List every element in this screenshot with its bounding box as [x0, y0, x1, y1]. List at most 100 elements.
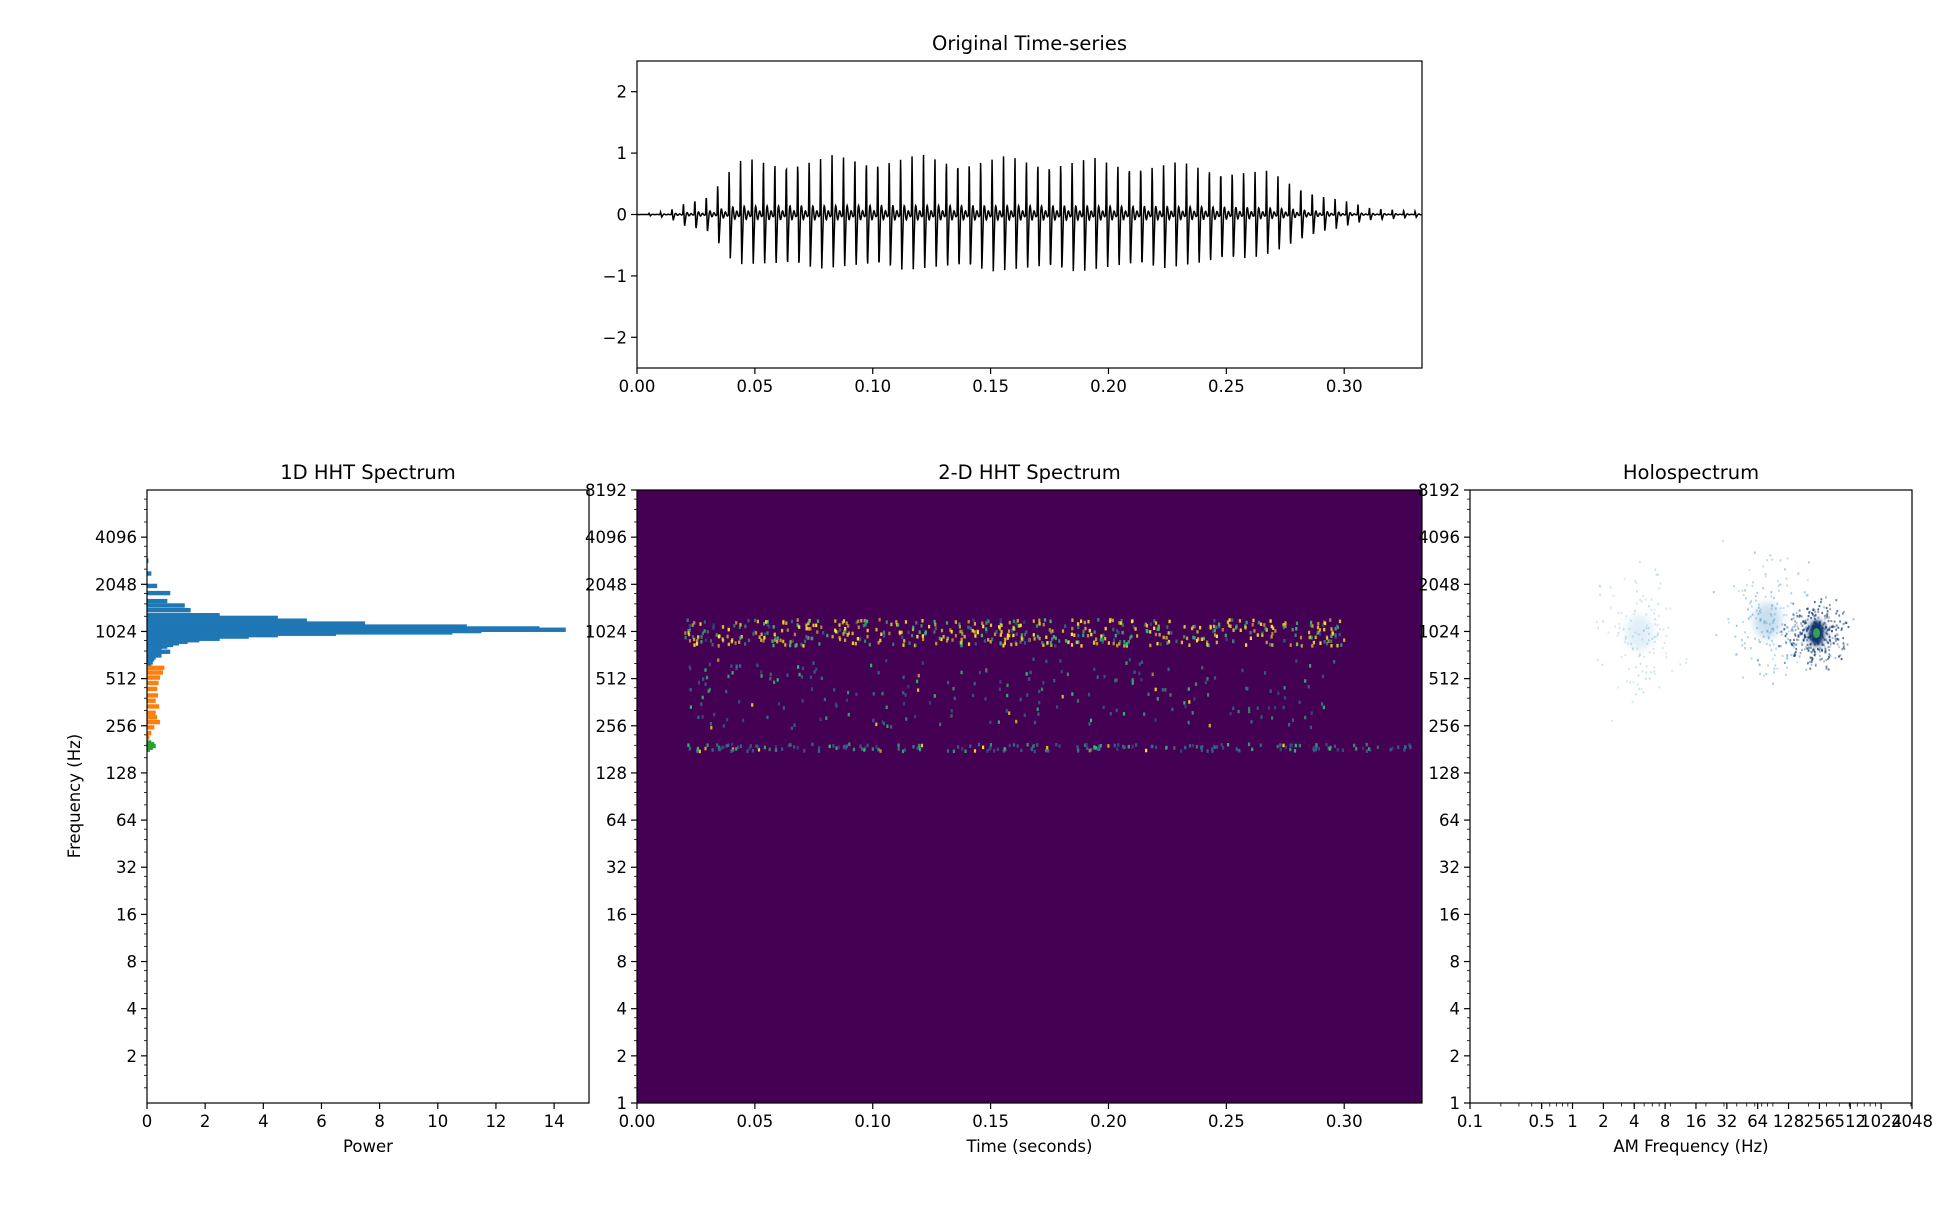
hht2d-cell-band-0: [1274, 629, 1277, 633]
holo-cell-blob-2: [1794, 651, 1797, 654]
holo-cell-blob-2: [1826, 640, 1829, 643]
holo-xlabel: AM Frequency (Hz): [1613, 1137, 1768, 1156]
hht1d-bar-series-0: [147, 618, 307, 623]
hht2d-cell-band-2: [1077, 749, 1080, 753]
hht2d-cell-band-2: [1376, 745, 1379, 749]
hht2d-cell-band-0: [1271, 643, 1274, 647]
hht2d-cell-band-1: [1321, 674, 1324, 678]
holo-cell-blob-0: [1622, 628, 1625, 631]
holo-title: Holospectrum: [1623, 461, 1759, 484]
holo-cell-blob-0: [1612, 594, 1615, 597]
holo-cell-blob-1: [1803, 591, 1806, 594]
hht2d-cell-band-0: [958, 622, 961, 626]
hht2d-cell-band-0: [1012, 619, 1015, 624]
hht2d-cell-band-0: [1310, 620, 1313, 625]
hht2d-cell-band-2: [1200, 745, 1203, 750]
hht2d-cell-band-2: [1145, 748, 1148, 753]
holo-cell-blob-1: [1771, 558, 1774, 561]
hht2d-cell-band-1: [1171, 707, 1174, 712]
hht2d-cell-band-2: [1122, 744, 1125, 749]
holo-cell-blob-1: [1734, 653, 1737, 656]
hht2d-cell-band-0: [934, 622, 937, 627]
hht2d-cell-band-1: [730, 664, 733, 668]
hht2d-cell-band-2: [977, 742, 981, 747]
hht2d-cell-band-1: [1071, 692, 1074, 696]
hht2d-cell-band-2: [1408, 743, 1411, 747]
holo-cell-blob-2: [1812, 608, 1815, 611]
holo-cell-blob-2: [1829, 654, 1832, 657]
hht2d-cell-band-0: [1051, 637, 1054, 641]
hht2d-cell-band-1: [1005, 709, 1008, 713]
hht2d-cell-band-0: [1158, 632, 1161, 637]
hht2d-cell-band-0: [1192, 635, 1195, 640]
hht2d-cell-band-0: [1239, 628, 1242, 632]
holo-cell-blob-2: [1809, 660, 1811, 663]
hht2d-cell-band-1: [1154, 687, 1157, 692]
hht2d-cell-band-1: [847, 712, 850, 717]
hht2d-cell-band-0: [1249, 636, 1252, 640]
hht2d-cell-band-1: [742, 718, 745, 723]
holo-cell-blob-2: [1790, 642, 1793, 645]
holo-cell-blob-1: [1780, 633, 1783, 636]
hht2d-cell-band-1: [797, 665, 800, 669]
holo-cell-blob-2: [1821, 657, 1823, 660]
holo-cell-blob-2: [1843, 647, 1846, 651]
hht2d-cell-band-1: [1023, 713, 1026, 717]
hht2d-cell-band-2: [796, 746, 799, 750]
holo-cell-blob-2: [1813, 653, 1816, 656]
hht2d-cell-band-0: [1326, 642, 1329, 646]
hht2d-cell-band-0: [911, 633, 914, 638]
hht2d-cell-band-0: [1153, 619, 1156, 623]
hht2d-cell-band-2: [877, 747, 880, 752]
hht2d-cell-band-0: [940, 637, 943, 642]
holo-cell-blob-0: [1652, 647, 1655, 650]
hht2d-cell-band-0: [1084, 626, 1087, 631]
hht2d-cell-band-0: [1130, 634, 1133, 639]
holo-cell-blob-0: [1657, 614, 1660, 617]
holo-cell-blob-0: [1598, 584, 1601, 587]
hht2d-cell-band-1: [812, 661, 815, 665]
hht1d-bar-series-1: [147, 665, 165, 671]
hht2d-cell-band-0: [1213, 628, 1216, 633]
hht2d-ytick-label: 2048: [585, 575, 627, 594]
hht2d-cell-band-2: [897, 743, 900, 747]
hht2d-cell-band-0: [1112, 627, 1115, 632]
holo-cell-blob-2: [1791, 643, 1793, 646]
holo-cell-blob-2: [1803, 627, 1806, 631]
hht2d-cell-band-0: [1159, 642, 1162, 647]
hht1d-bar-series-0: [147, 583, 158, 589]
holo-cell-blob-1: [1744, 647, 1746, 650]
hht2d-cell-band-2: [781, 747, 784, 751]
hht2d-cell-band-0: [1010, 642, 1013, 647]
holo-cell-blob-0: [1638, 652, 1641, 655]
hht2d-cell-band-0: [1023, 620, 1026, 624]
hht2d-cell-band-2: [1173, 746, 1176, 750]
hht2d-cell-band-0: [950, 630, 953, 634]
holo-cell-blob-1: [1741, 639, 1743, 642]
hht2d-cell-band-1: [917, 673, 920, 678]
holo-cell-blob-1: [1769, 644, 1771, 647]
hht2d-cell-band-0: [1271, 631, 1274, 636]
holo-cell-blob-2: [1791, 628, 1793, 631]
holo-cell-blob-2: [1828, 634, 1831, 637]
hht2d-cell-band-0: [1008, 620, 1011, 625]
holo-frame: [1469, 489, 1913, 1104]
holo-cell-blob-1: [1758, 663, 1761, 666]
hht2d-cell-band-1: [1008, 711, 1011, 715]
hht2d-cell-band-2: [1227, 743, 1230, 747]
hht2d-cell-band-0: [882, 630, 886, 635]
holo-cell-blob-2: [1819, 647, 1822, 650]
hht2d-cell-band-0: [983, 639, 986, 643]
holo-cell-blob-2: [1810, 616, 1812, 620]
holo-cell-blob-0: [1634, 693, 1637, 696]
hht2d-cell-band-0: [1316, 625, 1320, 630]
hht2d-cell-band-0: [686, 618, 689, 622]
hht2d-cell-band-0: [700, 640, 703, 644]
hht2d-cell-band-0: [1096, 641, 1099, 646]
holo-cell-blob-1: [1796, 661, 1799, 664]
hht2d-cell-band-0: [807, 621, 810, 626]
holo-cell-blob-0: [1601, 663, 1604, 666]
hht2d-cell-band-1: [1201, 665, 1204, 670]
hht2d-cell-band-0: [855, 620, 858, 625]
hht2d-cell-band-2: [1191, 743, 1194, 748]
